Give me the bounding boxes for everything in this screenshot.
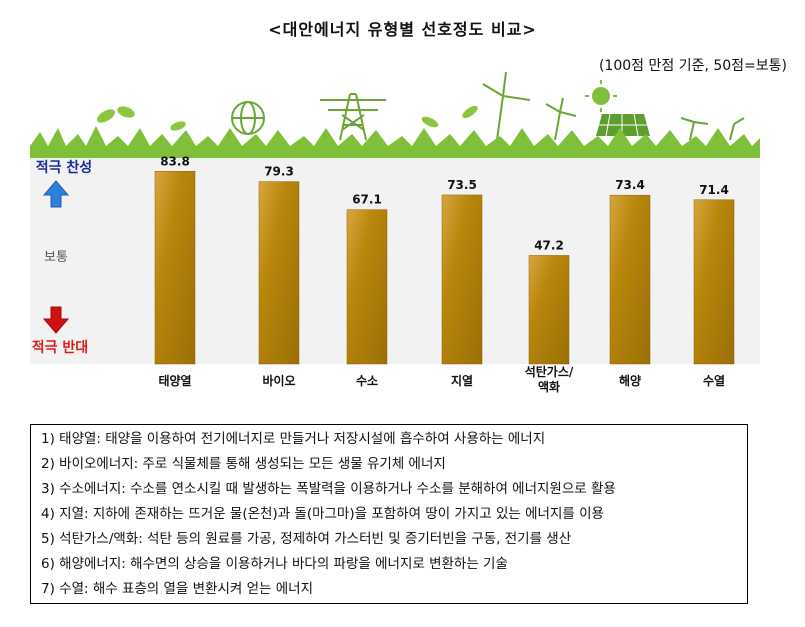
side-label-strongly-oppose: 적극 반대 [32,339,88,356]
category-label: 태양열 [158,373,191,388]
data-label: 79.3 [264,165,294,179]
side-label-strongly-agree: 적극 찬성 [36,159,92,176]
note-line: 2) 바이오에너지: 주로 식물체를 통해 생성되는 모든 생물 유기체 에너지 [41,456,446,472]
data-label: 67.1 [352,193,382,207]
category-label: 해양 [619,373,641,388]
category-label: 지열 [451,373,473,388]
grass-strip [30,126,760,158]
data-label: 71.4 [699,183,729,197]
leaf-icon [96,105,478,131]
data-label: 73.5 [447,178,477,192]
bar [441,194,483,365]
category-label: 액화 [538,379,560,394]
power-pylon-icon [320,93,386,141]
down-arrow-icon [42,306,70,334]
note-line: 1) 태양열: 태양을 이용하여 전기에너지로 만들거나 저장시설에 흡수하여 … [41,431,546,447]
up-arrow-icon [42,180,70,208]
data-label: 83.8 [160,154,190,168]
chart-title: <대안에너지 유형별 선호정도 비교> [268,20,537,39]
note-line: 5) 석탄가스/액화: 석탄 등의 원료를 가공, 정제하여 가스터빈 및 증기… [41,531,572,547]
bar [154,171,196,365]
sun-icon [585,80,617,112]
data-label: 47.2 [534,238,564,252]
category-labels-layer: 태양열 바이오 수소 지열 석탄가스/액화 해양 수열 [158,364,725,394]
data-label: 73.4 [615,178,645,192]
note-line: 3) 수소에너지: 수소를 연소시킬 때 발생하는 폭발력을 이용하거나 수소를… [41,481,616,497]
bar [609,194,651,365]
category-label: 수소 [356,374,378,388]
category-label: 수열 [703,373,725,388]
energy-banner-illustration [30,71,760,158]
chart-area: 적극 찬성 보통 적극 반대 83.8 79.3 67.1 73.5 47.2 73.4 7… [30,71,760,394]
category-label: 바이오 [262,373,295,388]
note-line: 4) 지열: 지하에 존재하는 뜨거운 물(온천)과 돌(마그마)을 포함하여 … [41,506,604,522]
note-line: 7) 수열: 해수 표층의 열을 변환시켜 얻는 에너지 [41,581,314,597]
note-line: 6) 해양에너지: 해수면의 상승을 이용하거나 바다의 파랑을 에너지로 변환… [41,556,508,572]
bar [528,255,570,365]
side-label-neutral: 보통 [44,250,68,265]
bars-layer [154,171,735,365]
solar-panel-icon [596,113,650,137]
notes-box: 1) 태양열: 태양을 이용하여 전기에너지로 만들거나 저장시설에 흡수하여 … [30,424,748,604]
category-label: 석탄가스/ [525,364,574,379]
globe-icon [231,101,265,135]
chart-subtitle: (100점 만점 기준, 50점=보통) [598,58,787,74]
bar [693,199,735,365]
bar [346,209,388,365]
bar [258,181,300,365]
plot-background [30,158,760,364]
labels-layer: 83.8 79.3 67.1 73.5 47.2 73.4 71.4 [160,154,729,252]
wind-turbine-icon [482,71,745,141]
